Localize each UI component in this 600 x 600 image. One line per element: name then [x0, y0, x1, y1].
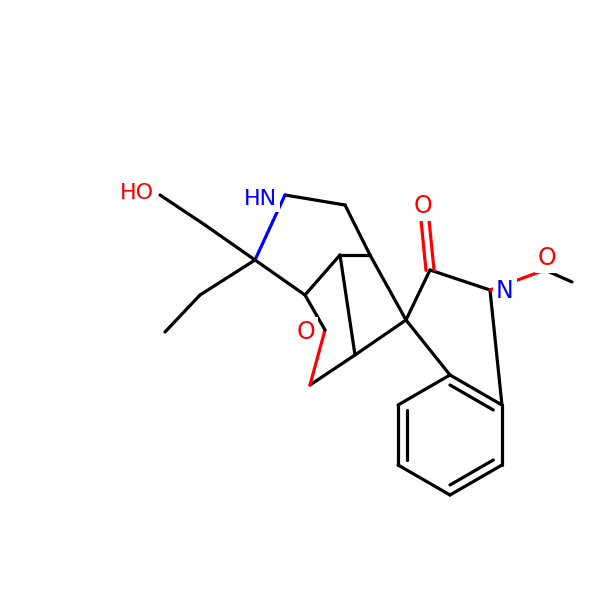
Text: O: O — [538, 246, 556, 270]
Text: HO: HO — [120, 183, 154, 203]
Text: O: O — [413, 194, 433, 218]
Text: HN: HN — [244, 189, 277, 209]
Text: O: O — [296, 320, 315, 344]
Text: N: N — [496, 279, 514, 303]
